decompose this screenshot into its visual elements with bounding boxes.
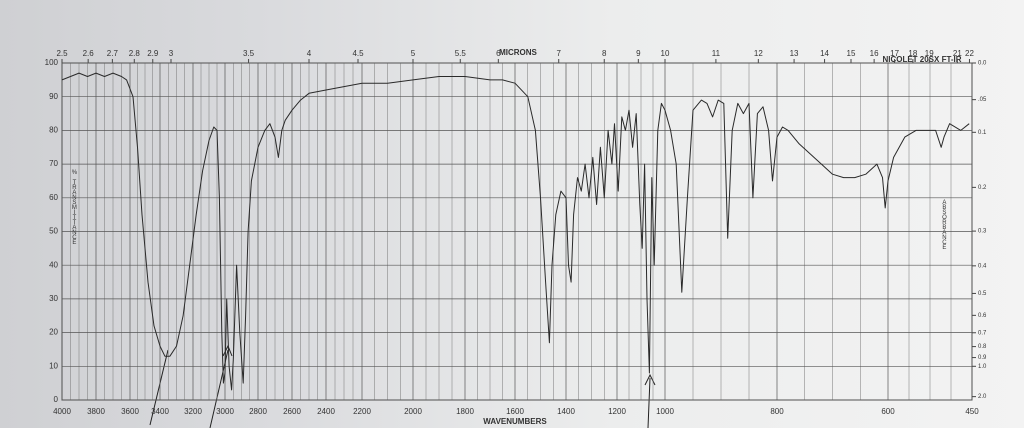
x2-tick-label: 6 xyxy=(496,49,501,58)
x2-tick-label: 8 xyxy=(602,49,607,58)
x-tick-label: 450 xyxy=(965,407,979,416)
hand-line xyxy=(149,349,169,426)
x-tick-label: 3200 xyxy=(184,407,202,416)
x-tick-label: 1200 xyxy=(608,407,626,416)
y-tick-label: 90 xyxy=(49,92,58,101)
y2-label: ABSORBANCE xyxy=(941,200,947,250)
x-tick-label: 3000 xyxy=(216,407,234,416)
x2-tick-label: 18 xyxy=(908,49,917,58)
x-tick-label: 1000 xyxy=(656,407,674,416)
x-tick-label: 800 xyxy=(770,407,784,416)
x2-tick-label: 21 xyxy=(953,49,962,58)
x2-tick-label: 2.8 xyxy=(129,49,141,58)
x2-tick-label: 4.5 xyxy=(352,49,364,58)
x2-tick-label: 4 xyxy=(307,49,312,58)
x2-tick-label: 2.7 xyxy=(107,49,119,58)
y-tick-label: 30 xyxy=(49,294,58,303)
y-tick-label: 70 xyxy=(49,159,58,168)
x-tick-label: 3600 xyxy=(121,407,139,416)
y-tick-label: 40 xyxy=(49,260,58,269)
x2-tick-label: 5 xyxy=(411,49,416,58)
x2-tick-label: 7 xyxy=(556,49,561,58)
x-tick-label: 2400 xyxy=(317,407,335,416)
y2-tick-label: 0.6 xyxy=(978,313,987,319)
x2-tick-label: 10 xyxy=(661,49,670,58)
y-label: % TRANSMITTANCE xyxy=(71,170,77,245)
x2-tick-label: 11 xyxy=(712,49,721,58)
x-tick-label: 2000 xyxy=(404,407,422,416)
x2-tick-label: 17 xyxy=(890,49,899,58)
x-tick-label: 1600 xyxy=(506,407,524,416)
y2-tick-label: 1.0 xyxy=(978,364,987,370)
y2-tick-label: 2.0 xyxy=(978,394,987,400)
x2-tick-label: 13 xyxy=(790,49,799,58)
y2-tick-label: 0.3 xyxy=(978,229,987,235)
y2-tick-label: 0.4 xyxy=(978,263,987,269)
x2-tick-label: 14 xyxy=(820,49,829,58)
y-tick-label: 80 xyxy=(49,126,58,135)
y2-tick-label: 0.2 xyxy=(978,185,987,191)
x-label: WAVENUMBERS xyxy=(483,417,547,426)
y-tick-label: 10 xyxy=(49,361,58,370)
x2-tick-label: 9 xyxy=(636,49,641,58)
annotation: NICOLET 20SX FT-IR xyxy=(882,55,961,64)
x-tick-label: 1800 xyxy=(456,407,474,416)
x-tick-label: 3400 xyxy=(151,407,169,416)
x2-tick-label: 2.9 xyxy=(147,49,159,58)
x2-tick-label: 19 xyxy=(925,49,934,58)
y-tick-label: 20 xyxy=(49,328,58,337)
x2-tick-label: 3 xyxy=(169,49,174,58)
x2-tick-label: 2.6 xyxy=(83,49,95,58)
y-tick-label: 60 xyxy=(49,193,58,202)
x-tick-label: 1400 xyxy=(557,407,575,416)
y-tick-label: 0 xyxy=(54,395,59,404)
y-tick-label: 50 xyxy=(49,227,58,236)
y2-tick-label: 0.7 xyxy=(978,330,987,336)
y2-tick-label: .05 xyxy=(978,97,987,103)
y2-tick-label: 0.1 xyxy=(978,130,987,136)
x-tick-label: 4000 xyxy=(53,407,71,416)
x2-tick-label: 3.5 xyxy=(243,49,255,58)
y2-tick-label: 0.8 xyxy=(978,344,987,350)
y2-tick-label: 0.5 xyxy=(978,291,987,297)
x2-tick-label: 22 xyxy=(965,49,974,58)
hand-arrow xyxy=(644,373,656,428)
spectrum-line xyxy=(61,72,970,391)
x-tick-label: 600 xyxy=(881,407,895,416)
x2-tick-label: 5.5 xyxy=(455,49,467,58)
x2-tick-label: 15 xyxy=(847,49,856,58)
y2-tick-label: 0.9 xyxy=(978,355,987,361)
x-tick-label: 3800 xyxy=(87,407,105,416)
x2-label: MICRONS xyxy=(499,48,537,57)
x-tick-label: 2200 xyxy=(353,407,371,416)
x2-tick-label: 12 xyxy=(754,49,763,58)
x-tick-label: 2600 xyxy=(283,407,301,416)
y-tick-label: 100 xyxy=(45,58,59,67)
y2-tick-label: 0.0 xyxy=(978,61,987,67)
x2-tick-label: 16 xyxy=(870,49,879,58)
x2-tick-label: 2.5 xyxy=(56,49,68,58)
x-tick-label: 2800 xyxy=(249,407,267,416)
